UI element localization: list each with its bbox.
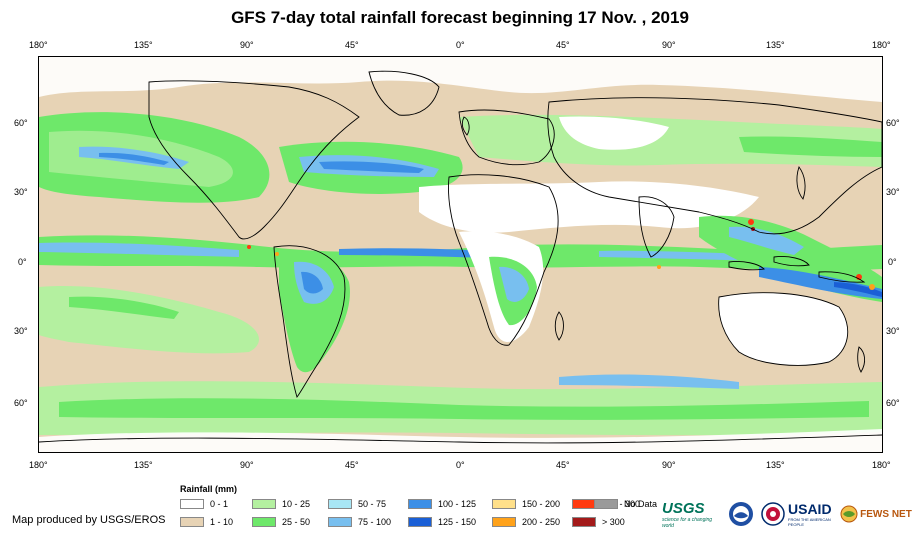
usaid-seal-icon (761, 502, 785, 526)
legend-swatch (492, 499, 516, 509)
legend-item: > 300 (572, 516, 625, 528)
lat-label: 30° (14, 187, 28, 197)
lat-label: 60° (14, 398, 28, 408)
legend-label: 10 - 25 (282, 499, 311, 509)
legend-label: 100 - 125 (438, 499, 477, 509)
legend-label: 50 - 75 (358, 499, 387, 509)
fewsnet-logo: FEWS NET (840, 494, 912, 534)
rainfall-legend: Rainfall (mm) 0 - 1 1 - 10 10 - 25 25 - … (180, 484, 660, 534)
fewsnet-logo-text: FEWS NET (860, 508, 912, 520)
legend-item: 25 - 50 (252, 516, 310, 528)
legend-swatch (572, 517, 596, 527)
legend-swatch (572, 499, 596, 509)
noaa-logo (726, 494, 756, 534)
lon-label: 90° (662, 460, 676, 470)
legend-swatch (594, 499, 618, 509)
fewsnet-globe-icon (840, 505, 858, 523)
legend-item: 100 - 125 (408, 498, 476, 510)
legend-swatch (408, 499, 432, 509)
lat-label: 60° (886, 118, 900, 128)
lat-label: 30° (886, 326, 900, 336)
usgs-tagline: science for a changing world (662, 516, 713, 529)
lat-label: 30° (886, 187, 900, 197)
legend-item: 150 - 200 (492, 498, 560, 510)
lon-label: 135° (134, 460, 153, 470)
legend-label: > 300 (602, 517, 625, 527)
lon-label: 180° (29, 460, 48, 470)
legend-swatch (408, 517, 432, 527)
legend-label: 250 - 300 (602, 499, 641, 509)
usaid-seal (760, 494, 786, 534)
lon-label: 0° (456, 460, 465, 470)
legend-label: 25 - 50 (282, 517, 311, 527)
legend-swatch (328, 499, 352, 509)
legend-item: 200 - 250 (492, 516, 560, 528)
legend-swatch (328, 517, 352, 527)
lat-label: 60° (886, 398, 900, 408)
legend-label: 75 - 100 (358, 517, 392, 527)
legend-item: 0 - 1 (180, 498, 228, 510)
lon-label: 180° (29, 40, 48, 50)
noaa-emblem-icon (729, 502, 753, 526)
lon-label: 135° (766, 40, 785, 50)
map-title: GFS 7-day total rainfall forecast beginn… (231, 8, 689, 27)
lon-label: 135° (766, 460, 785, 470)
map-canvas (39, 57, 882, 452)
legend-swatch (252, 499, 276, 509)
lon-label: 180° (872, 460, 891, 470)
lon-label: 90° (662, 40, 676, 50)
map-credit: Map produced by USGS/EROS (12, 514, 166, 526)
legend-item: 1 - 10 (180, 516, 233, 528)
lon-label: 135° (134, 40, 153, 50)
legend-item: 10 - 25 (252, 498, 310, 510)
lat-label: 0° (888, 257, 897, 267)
legend-label: 150 - 200 (522, 499, 561, 509)
usaid-logo-text: USAID (788, 501, 832, 517)
usgs-logo-text: USGS (662, 499, 705, 517)
lon-label: 45° (345, 40, 359, 50)
usaid-tagline: FROM THE AMERICAN PEOPLE (788, 517, 831, 527)
usaid-logo: USAID FROM THE AMERICAN PEOPLE (788, 494, 840, 534)
legend-swatch (252, 517, 276, 527)
legend-label: 125 - 150 (438, 517, 477, 527)
legend-item: 75 - 100 (328, 516, 391, 528)
lat-label: 60° (14, 118, 28, 128)
legend-item-no-data: No Data (594, 498, 657, 510)
usgs-logo: USGS science for a changing world (662, 494, 722, 534)
lon-label: 180° (872, 40, 891, 50)
legend-swatch (492, 517, 516, 527)
lon-label: 90° (240, 460, 254, 470)
legend-item: 50 - 75 (328, 498, 386, 510)
lon-label: 45° (345, 460, 359, 470)
lon-label: 90° (240, 40, 254, 50)
lon-label: 0° (456, 40, 465, 50)
legend-item: 125 - 150 (408, 516, 476, 528)
legend-label: 200 - 250 (522, 517, 561, 527)
lat-label: 30° (14, 326, 28, 336)
rainfall-map (38, 56, 883, 453)
legend-label: 0 - 1 (210, 499, 229, 509)
lon-label: 45° (556, 40, 570, 50)
legend-title: Rainfall (mm) (180, 484, 238, 494)
lon-label: 45° (556, 460, 570, 470)
legend-swatch (180, 517, 204, 527)
legend-label: 1 - 10 (210, 517, 234, 527)
logo-strip: USGS science for a changing world USAID … (662, 494, 914, 534)
lat-label: 0° (18, 257, 27, 267)
legend-label: No Data (624, 499, 658, 509)
legend-swatch (180, 499, 204, 509)
